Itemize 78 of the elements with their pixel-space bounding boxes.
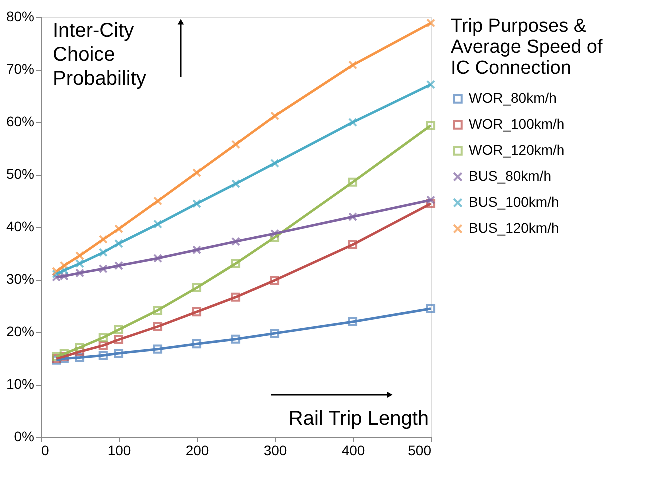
y-tick-label: 0% [14,428,34,444]
point [114,348,124,358]
point [426,18,436,28]
point [75,259,85,268]
point [231,292,241,302]
point [231,179,241,188]
y-tick-label: 80% [6,8,34,24]
y-tick-label: 40% [6,218,34,234]
point [426,121,436,130]
point [192,340,202,349]
point [270,329,280,338]
point [60,261,69,270]
point [98,351,108,360]
x-tick-label: 0 [42,442,50,458]
point [231,237,241,246]
point [98,248,108,258]
point [192,283,202,292]
point [270,112,280,121]
point [114,224,124,234]
point [348,212,358,222]
point [348,60,358,70]
point [270,158,280,168]
legend-title: Trip Purposes & Average Speed of IC Connection [451,16,604,79]
point [348,118,358,128]
point [153,344,163,354]
y-tick-label: 10% [6,376,34,392]
point [231,140,241,150]
point [270,276,280,286]
legend-label: BUS_120km/h [469,220,560,236]
y-axis-title: Inter-City Choice Probability [53,20,146,90]
point [348,178,358,187]
point [348,240,358,250]
point [192,199,202,208]
point [75,268,85,278]
point [114,261,124,270]
point [426,196,436,205]
legend-label: WOR_100km/h [469,116,565,132]
point [114,335,124,344]
x-axis-title: Rail Trip Length [288,408,429,430]
point [75,353,85,362]
point [114,239,124,248]
point [153,196,163,206]
y-tick-label: 50% [6,166,34,182]
legend-label: WOR_120km/h [469,142,565,158]
y-tick-label: 60% [6,114,34,130]
x-tick-label: 200 [186,442,210,458]
point [98,264,108,274]
x-tick-label: 400 [342,442,366,458]
point [114,325,124,334]
legend-label: BUS_80km/h [469,168,552,184]
point [98,341,108,350]
x-tick-label: 500 [408,442,432,458]
y-tick-label: 70% [6,61,34,77]
point [192,308,202,317]
x-tick-label: 100 [108,442,132,458]
point [98,333,108,342]
point [231,334,241,344]
point [192,168,202,178]
x-tick-label: 300 [264,442,288,458]
point [426,199,436,208]
point [192,246,202,255]
point [75,343,85,352]
point [426,80,436,90]
point [153,322,163,332]
point [153,306,163,316]
y-tick-label: 20% [6,324,34,340]
legend-label: BUS_100km/h [469,194,560,210]
point [52,267,62,276]
y-tick-label: 30% [6,271,34,287]
point [348,317,358,327]
legend-label: WOR_80km/h [469,90,557,106]
point [75,251,85,260]
point [270,229,280,238]
point [153,220,163,229]
point [98,235,108,244]
point [231,259,241,268]
point [153,254,163,264]
point [426,304,436,314]
